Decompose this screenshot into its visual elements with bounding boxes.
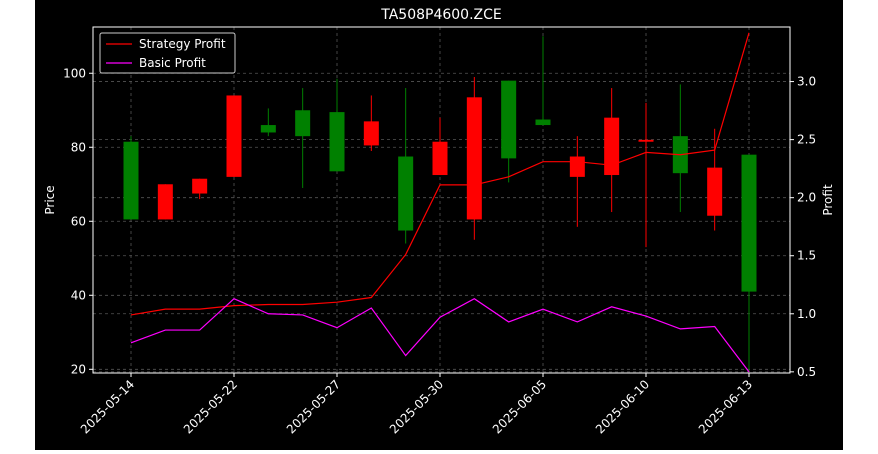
chart-title: TA508P4600.ZCE [380,7,502,23]
candle-body-1 [157,184,173,220]
candle-body-2 [192,178,208,194]
candle-body-0 [123,141,139,220]
candle-body-3 [226,95,242,177]
y-axis-label-right: Profit [821,184,835,216]
ytick-label-left-60: 60 [71,214,86,228]
xtick-label-3: 2025-05-22 [181,377,240,436]
xtick-label-15: 2025-06-10 [593,377,652,436]
ytick-label-right-3: 3.0 [797,75,816,89]
ytick-label-right-1: 1.0 [797,307,816,321]
ytick-label-right-0.5: 0.5 [797,365,816,379]
xtick-label-12: 2025-06-05 [490,377,549,436]
candle-body-10 [466,97,482,220]
grid [93,27,790,373]
candle-body-12 [535,119,551,126]
candle-body-17 [707,167,723,216]
candle-body-8 [398,156,414,231]
legend-label-basic-profit: Basic Profit [139,56,206,70]
legend: Strategy Profit Basic Profit [99,32,236,74]
ytick-label-right-2.5: 2.5 [797,133,816,147]
xtick-label-0: 2025-05-14 [78,377,137,436]
candles [123,36,757,372]
line-strategy-profit [130,32,750,316]
y-axis-label-left: Price [43,185,57,214]
candle-body-7 [363,121,379,146]
xtick-label-18: 2025-06-13 [696,377,755,436]
candle-body-15 [638,139,654,142]
plot-frame [92,26,791,374]
ytick-label-left-40: 40 [71,288,86,302]
candle-body-5 [295,110,311,137]
xtick-label-6: 2025-05-27 [284,377,343,436]
candlestick-chart: TA508P4600.ZCE 20 40 60 80 100 0.5 1.0 1.5 2.0 2.… [43,7,835,436]
legend-box [99,32,236,74]
candle-body-18 [741,154,757,292]
candle-body-6 [329,112,345,172]
ytick-label-left-100: 100 [63,66,86,80]
ytick-label-left-20: 20 [71,362,86,376]
legend-label-strategy-profit: Strategy Profit [139,37,226,51]
candle-body-13 [569,156,585,177]
candle-body-11 [501,80,517,159]
ytick-label-right-1.5: 1.5 [797,249,816,263]
ytick-label-left-80: 80 [71,140,86,154]
chart-figure: TA508P4600.ZCE 20 40 60 80 100 0.5 1.0 1.5 2.0 2.… [35,0,843,450]
candle-body-9 [432,141,448,176]
candle-body-4 [260,125,276,133]
line-basic-profit [130,297,750,373]
xtick-label-9: 2025-05-30 [387,377,446,436]
candle-body-14 [604,117,620,176]
profit-lines [130,32,750,373]
ytick-label-right-2: 2.0 [797,191,816,205]
